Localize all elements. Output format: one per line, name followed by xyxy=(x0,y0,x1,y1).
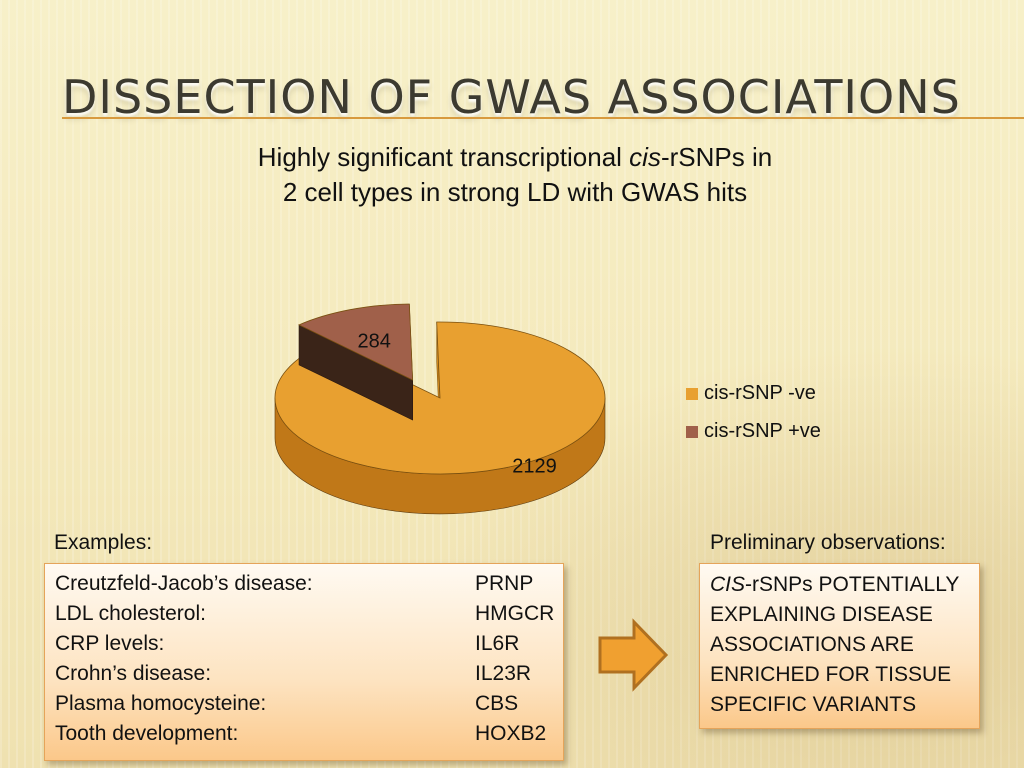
example-gene: HOXB2 xyxy=(475,722,547,745)
example-row: Crohn’s disease: IL23R xyxy=(55,662,531,686)
observations-text: CIS-rSNPs POTENTIALLY EXPLAINING DISEASE… xyxy=(710,570,975,720)
chart-title-part-2: -rSNPs in 2 cell types in strong LD with… xyxy=(282,142,773,207)
observations-cis: CIS xyxy=(710,573,746,596)
example-row: CRP levels: IL6R xyxy=(55,632,519,656)
observations-rest: -rSNPs POTENTIALLY EXPLAINING DISEASE AS… xyxy=(710,573,959,716)
legend-item-positive: cis-rSNP +ve xyxy=(686,420,821,443)
example-gene: IL6R xyxy=(475,632,520,655)
example-trait: Crohn’s disease: xyxy=(55,662,212,685)
pie-slice-positive xyxy=(298,303,414,381)
chart-title: Highly significant transcriptional cis-r… xyxy=(250,140,780,210)
example-gene: IL23R xyxy=(475,662,532,685)
legend-swatch-negative xyxy=(686,387,698,400)
example-trait: Creutzfeld-Jacob’s disease: xyxy=(55,572,313,595)
example-row: Tooth development: HOXB2 xyxy=(55,722,546,746)
legend-label-positive: cis-rSNP +ve xyxy=(704,420,821,442)
example-trait: LDL cholesterol: xyxy=(55,602,206,625)
legend-item-negative: cis-rSNP -ve xyxy=(686,382,816,405)
observations-box: CIS-rSNPs POTENTIALLY EXPLAINING DISEASE… xyxy=(699,563,980,729)
examples-box: Creutzfeld-Jacob’s disease: PRNP LDL chol… xyxy=(44,563,564,761)
pie-label-positive: 284 xyxy=(357,330,390,352)
observations-label: Preliminary observations: xyxy=(710,531,946,554)
chart-title-cis: cis xyxy=(629,142,661,172)
title-underline xyxy=(62,117,1024,119)
slide-title: Dissection of GWAS Associations xyxy=(62,70,961,124)
legend-label-negative: cis-rSNP -ve xyxy=(704,382,816,404)
example-trait: Plasma homocysteine: xyxy=(55,692,267,715)
pie-label-negative: 2129 xyxy=(512,456,557,478)
example-row: Plasma homocysteine: CBS xyxy=(55,692,518,716)
right-arrow-icon xyxy=(598,618,669,692)
example-gene: HMGCR xyxy=(475,602,555,625)
example-trait: Tooth development: xyxy=(55,722,239,745)
example-row: Creutzfeld-Jacob’s disease: PRNP xyxy=(55,572,533,596)
chart-title-part-1: Highly significant transcriptional xyxy=(257,142,630,172)
example-gene: CBS xyxy=(475,692,519,715)
legend-swatch-positive xyxy=(686,425,698,438)
example-gene: PRNP xyxy=(475,572,534,595)
example-trait: CRP levels: xyxy=(55,632,165,655)
examples-label: Examples: xyxy=(54,531,153,554)
example-row: LDL cholesterol: HMGCR xyxy=(55,602,554,626)
